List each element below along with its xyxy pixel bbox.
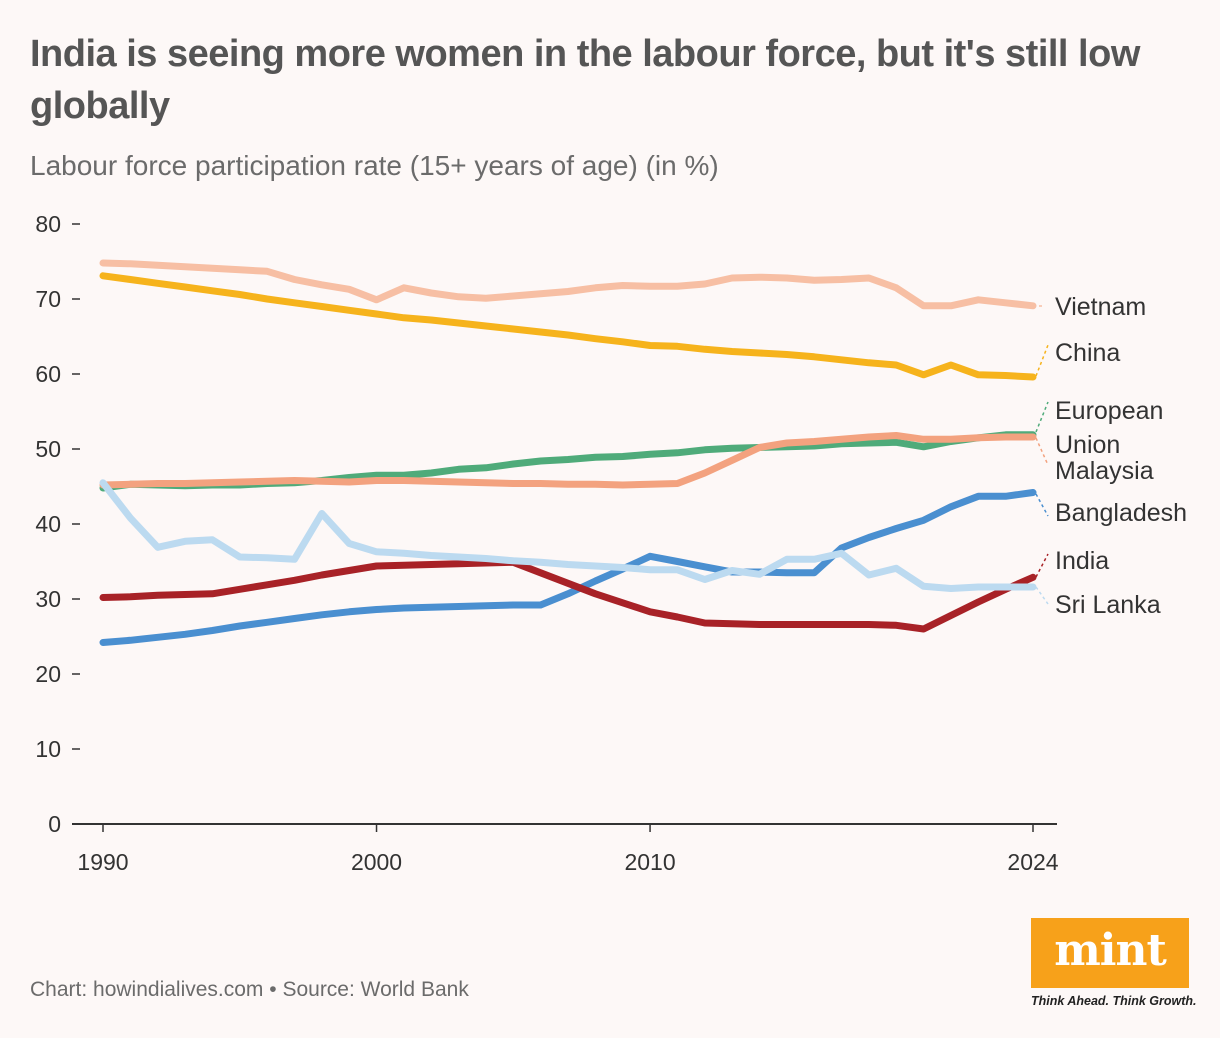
x-tick-label: 2024 (1007, 849, 1058, 875)
chart-subtitle: Labour force participation rate (15+ yea… (30, 150, 719, 181)
mint-logo-tagline: Think Ahead. Think Growth. (1031, 994, 1197, 1008)
series-label-vietnam: Vietnam (1055, 293, 1146, 321)
leader-india (1035, 553, 1049, 578)
y-tick-label: 70 (35, 286, 61, 312)
y-tick-label: 20 (35, 661, 61, 687)
series-line-china (99, 272, 1037, 381)
x-tick-label: 2000 (351, 849, 402, 875)
chart-series-lines (99, 259, 1037, 646)
y-tick-label: 50 (35, 436, 61, 462)
x-tick-label: 1990 (77, 849, 128, 875)
y-tick-label: 80 (35, 211, 61, 237)
y-tick-label: 30 (35, 586, 61, 612)
chart-axes: 0 10 20 30 40 50 60 70 80 1990 2000 2010 2024 (35, 211, 1058, 875)
y-tick-label: 0 (48, 811, 61, 837)
leader-malaysia (1035, 437, 1049, 466)
mint-logo: mint (1031, 918, 1189, 988)
chart-source: Chart: howindialives.com • Source: World… (30, 978, 469, 1001)
series-line-bangladesh (99, 489, 1037, 646)
mint-logo-word: mint (1054, 924, 1167, 976)
series-label-malaysia: Malaysia (1055, 457, 1154, 485)
x-tick-label: 2010 (624, 849, 675, 875)
series-label-european-union: European (1055, 397, 1163, 425)
series-label-bangladesh: Bangladesh (1055, 499, 1187, 527)
y-tick-label: 10 (35, 736, 61, 762)
series-line-malaysia (99, 432, 1037, 489)
leader-bangladesh (1035, 493, 1049, 517)
series-label-european-union: Union (1055, 431, 1120, 459)
y-tick-label: 40 (35, 511, 61, 537)
series-line-vietnam (99, 259, 1037, 310)
series-label-china: China (1055, 339, 1120, 367)
y-tick-label: 60 (35, 361, 61, 387)
leader-china (1035, 344, 1049, 377)
chart-title: India is seeing more women in the labour… (30, 33, 1140, 127)
series-line-sri-lanka (99, 479, 1037, 592)
series-label-sri-lanka: Sri Lanka (1055, 591, 1161, 619)
series-line-india (99, 558, 1037, 633)
series-label-india: India (1055, 547, 1109, 575)
leader-european-union (1035, 401, 1049, 433)
leader-sri-lanka (1035, 586, 1049, 605)
